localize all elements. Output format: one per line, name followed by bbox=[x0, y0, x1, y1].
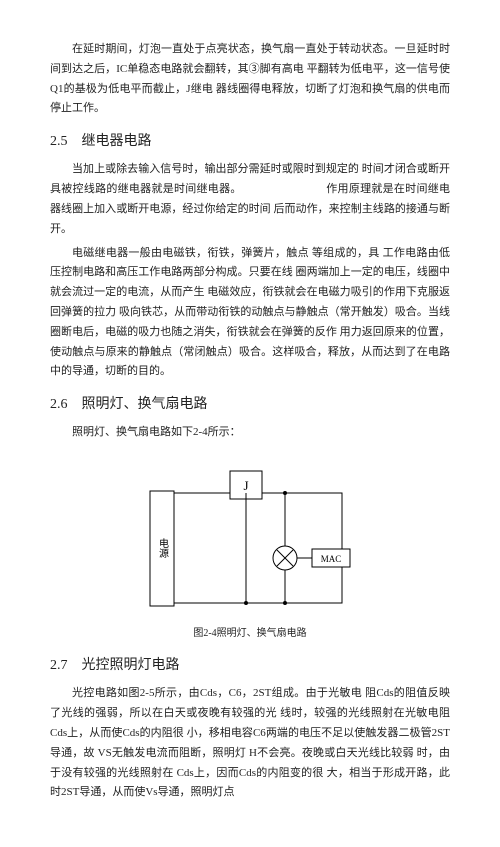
heading-2-5: 2.5 继电器电路 bbox=[50, 129, 450, 154]
label-source: 电源 bbox=[157, 537, 169, 559]
label-j: J bbox=[243, 478, 248, 493]
figure-2-4: 电源 J MAC bbox=[120, 453, 380, 623]
heading-2-6: 2.6 照明灯、换气扇电路 bbox=[50, 392, 450, 417]
paragraph-2-6a: 照明灯、换气扇电路如下2-4所示： bbox=[50, 423, 450, 443]
paragraph-2-5a: 当加上或除去输入信号时，输出部分需延时或限时到规定的 时间才闭合或断开具被控线路… bbox=[50, 160, 450, 239]
paragraph-2-5b: 电磁继电器一般由电磁铁，衔铁，弹簧片，触点 等组成的，具 工作电路由低压控制电路… bbox=[50, 244, 450, 383]
figure-2-4-caption: 图2-4照明灯、换气扇电路 bbox=[50, 625, 450, 643]
paragraph-intro: 在延时期间，灯泡一直处于点亮状态，换气扇一直处于转动状态。一旦延时时间到达之后，… bbox=[50, 40, 450, 119]
label-mac: MAC bbox=[321, 554, 342, 564]
heading-2-7: 2.7 光控照明灯电路 bbox=[50, 653, 450, 678]
paragraph-2-7a: 光控电路如图2-5所示，由Cds，C6，2ST组成。由于光敏电 阻Cds的阻值反… bbox=[50, 684, 450, 803]
